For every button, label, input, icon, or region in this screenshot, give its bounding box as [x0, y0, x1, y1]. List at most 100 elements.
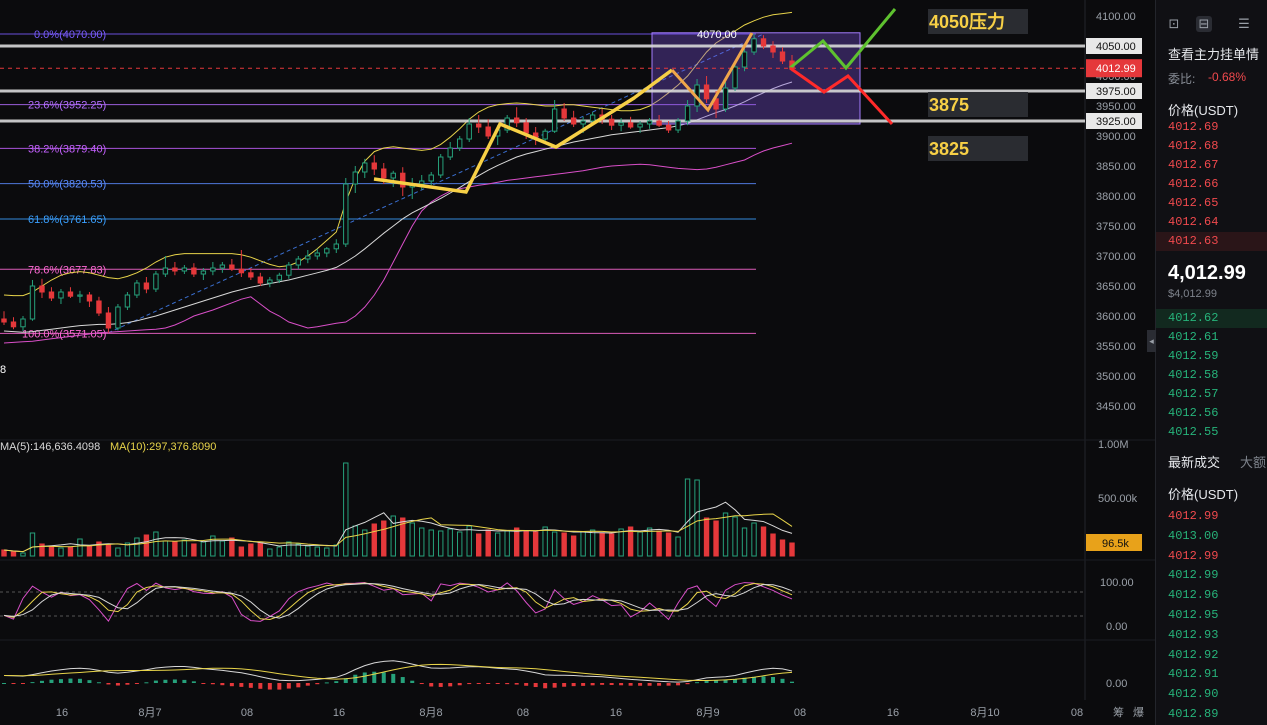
volume-bar — [760, 526, 767, 557]
macd-hist-bar — [695, 682, 700, 684]
bid-row[interactable]: 4012.57 — [1156, 385, 1267, 404]
volume-bar — [153, 531, 159, 557]
volume-bar — [532, 531, 539, 557]
candle-body — [447, 147, 453, 158]
tab-latest-trades[interactable]: 最新成交 — [1168, 455, 1221, 470]
candle-body — [39, 285, 45, 293]
main-orders-link[interactable]: 查看主力挂单情 — [1168, 47, 1260, 62]
candle — [532, 127, 539, 145]
volume-bar — [713, 520, 719, 557]
macd-hist-bar — [286, 683, 291, 689]
macd-hist-bar — [543, 683, 548, 689]
y-tick-label: 3600.00 — [1096, 311, 1136, 323]
ask-row[interactable]: 4012.65 — [1156, 194, 1267, 213]
candle — [181, 265, 188, 274]
orderbook-asks-icon[interactable]: ☰ — [1238, 16, 1250, 31]
candle-body — [684, 105, 691, 122]
candle-body — [466, 123, 472, 140]
volume-bar — [779, 539, 786, 557]
bid-row[interactable]: 4012.59 — [1156, 347, 1267, 366]
candle — [352, 166, 358, 193]
bid-row[interactable]: 4012.58 — [1156, 366, 1267, 385]
candle-body — [1, 318, 7, 323]
candle — [295, 256, 302, 270]
volume-ma5-label: MA(5):146,636.4098 — [0, 441, 100, 453]
volume-bar — [200, 541, 207, 557]
candle-body — [105, 312, 112, 329]
macd-hist-bar — [467, 683, 472, 685]
ask-row[interactable]: 4012.68 — [1156, 137, 1267, 156]
bid-price: 4012.57 — [1168, 387, 1219, 401]
ask-row[interactable]: 4012.69 — [1156, 118, 1267, 137]
bid-row[interactable]: 4012.61 — [1156, 328, 1267, 347]
candle — [153, 271, 159, 292]
order-book-panel: ⊡ ⊟ ☰ 查看主力挂单情 委比: -0.68% 价格(USDT) 4012.6… — [1155, 0, 1267, 725]
volume-ma10-label: MA(10):297,376.8090 — [110, 441, 216, 453]
macd-hist-bar — [723, 679, 728, 683]
ask-row[interactable]: 4012.67 — [1156, 156, 1267, 175]
fib-trend-line — [108, 33, 764, 334]
macd-hist-bar — [714, 680, 719, 683]
fib-label: 78.6%(3677.83) — [28, 264, 106, 276]
candle-body — [390, 172, 396, 179]
bid-row[interactable]: 4012.56 — [1156, 404, 1267, 423]
collapse-panel-icon[interactable]: ◂ — [1147, 330, 1156, 352]
volume-bar — [29, 532, 36, 557]
fib-label: 61.8%(3761.65) — [28, 214, 106, 226]
macd-hist-bar — [182, 679, 187, 683]
macd-hist-bar — [476, 683, 481, 684]
current-price-tag — [1086, 59, 1142, 78]
candle — [191, 263, 197, 277]
bid-row[interactable]: 4012.62 — [1156, 309, 1267, 328]
volume-bar — [1, 549, 7, 557]
candle — [276, 272, 283, 283]
ask-row[interactable]: 4012.63 — [1156, 232, 1267, 251]
ask-row[interactable]: 4012.66 — [1156, 175, 1267, 194]
candle-body — [172, 267, 178, 272]
volume-bar — [172, 541, 178, 557]
trade-row: 4012.93 — [1156, 625, 1267, 645]
fib-label: 38.2%(3879.40) — [28, 143, 106, 155]
candle-body — [20, 318, 26, 328]
candle — [485, 119, 491, 139]
candle — [542, 128, 548, 142]
oscillator-k-line — [3, 582, 793, 622]
macd-hist-bar — [514, 683, 519, 685]
candle-body — [143, 282, 150, 290]
candle-body — [219, 264, 226, 269]
candle — [665, 121, 672, 133]
candle-body — [257, 276, 264, 284]
orderbook-both-icon[interactable]: ⊡ — [1168, 16, 1180, 31]
candle-body — [371, 162, 377, 170]
volume-bar — [295, 543, 302, 557]
volume-ma5-line — [3, 501, 793, 553]
macd-hist-bar — [39, 680, 44, 683]
tab-large-trades[interactable]: 大额 — [1240, 455, 1267, 470]
candle-body — [760, 38, 767, 47]
price-chart[interactable]: 3450.00 3500.00 3550.00 3600.00 3650.00 3700.… — [0, 0, 1155, 725]
volume-bar — [722, 512, 729, 557]
volume-bar — [494, 532, 501, 557]
volume-bar — [523, 530, 529, 557]
candle-body — [181, 267, 188, 272]
volume-bar — [684, 478, 691, 557]
bid-price: 4012.62 — [1168, 311, 1219, 325]
candle — [248, 268, 254, 280]
macd-hist-bar — [49, 679, 54, 683]
high-label: 4070.00 — [697, 29, 737, 41]
macd-hist-bar — [571, 683, 576, 687]
candle-body — [10, 321, 17, 328]
ask-row[interactable]: 4012.64 — [1156, 213, 1267, 232]
candle-body — [779, 51, 786, 62]
bid-row[interactable]: 4012.55 — [1156, 423, 1267, 442]
volume-bar — [485, 529, 491, 557]
macd-hist-bar — [647, 683, 652, 686]
orderbook-bids-icon[interactable]: ⊟ — [1196, 16, 1212, 32]
macd-hist-bar — [400, 677, 405, 683]
volume-bar — [124, 542, 131, 557]
candle — [770, 41, 776, 58]
candle-body — [229, 264, 235, 270]
annotation-box — [928, 136, 1028, 161]
volume-bar — [381, 520, 387, 557]
candle — [29, 280, 36, 321]
